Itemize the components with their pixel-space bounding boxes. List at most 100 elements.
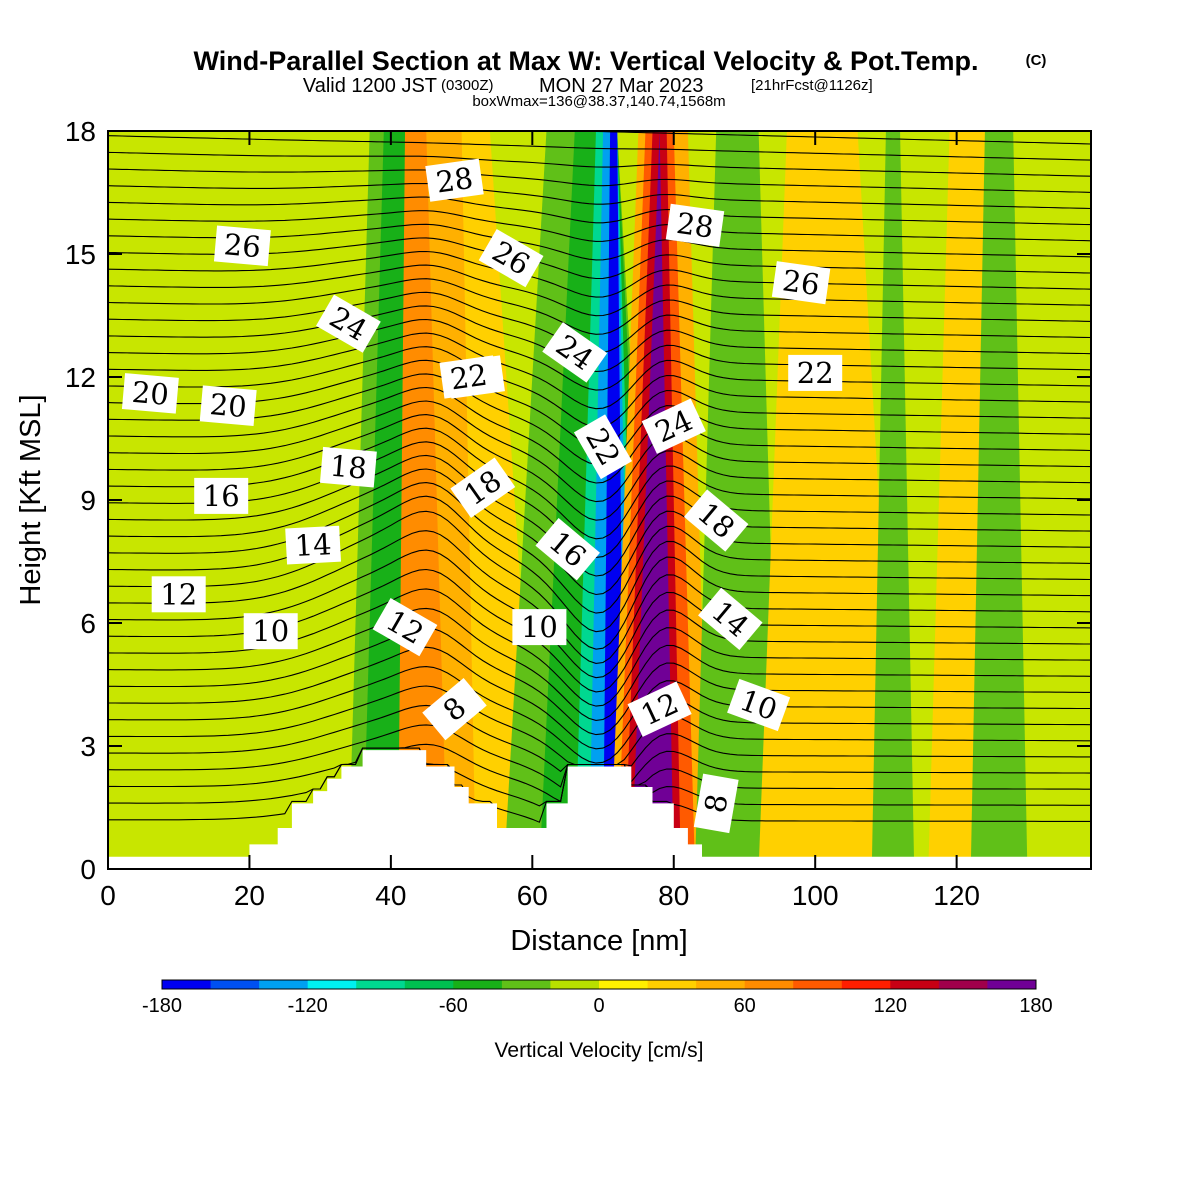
contour-label-text-14: 22 [448,358,489,397]
theta-contour-29 [108,305,1091,373]
contour-label-9: 12 [151,576,206,613]
contour-label-text-5: 20 [208,387,248,424]
contour-label-17: 22 [573,414,633,480]
colorbar-swatch-4 [356,980,406,989]
colorbar-frame [161,979,1037,990]
theta-contour-37 [108,196,1091,226]
contour-label-text-6: 18 [329,449,369,486]
theta-contour-16 [108,482,1091,614]
x-axis: 0 20 40 60 80 100 120 [100,131,980,911]
colorbar-label: Vertical Velocity [cm/s] [495,1039,704,1062]
theta-contour-36 [108,210,1091,242]
theta-contour-28 [108,318,1091,391]
colorbar: -180 -120 -60 0 60 120 180 [142,979,1053,1017]
contour-label-text-22: 26 [780,263,821,302]
box-wmax-text: boxWmax=136@38.37,140.74,1568m [472,93,725,110]
theta-contour-33 [108,250,1091,298]
contour-label-text-19: 10 [521,610,558,644]
velocity-band-16 [871,131,915,869]
theta-contour-34 [108,237,1091,280]
valid-utc: (0300Z) [441,77,494,94]
colorbar-tick-label-6: 180 [1019,995,1052,1017]
y-axis: 0 3 6 9 12 15 18 [65,116,1091,885]
colorbar-swatch-8 [550,980,600,989]
contour-label-text-4: 20 [131,375,171,412]
colorbar-swatch-14 [841,980,891,989]
contour-label-7: 16 [194,477,249,514]
colorbar-tick-label-3: 0 [593,995,604,1017]
theta-contour-6 [108,666,1091,764]
forecast-tag: [21hrFcst@1126z] [751,77,873,94]
y-tick-label-3: 9 [80,485,96,516]
theta-contour-5 [108,685,1091,766]
colorbar-swatch-11 [696,980,746,989]
contour-label-text-24: 22 [797,356,834,390]
colorbar-swatch-10 [647,980,697,989]
colorbar-swatch-3 [307,980,357,989]
contour-label-22: 26 [771,261,831,305]
theta-contour-35 [108,223,1091,261]
colorbar-tick-label-2: -60 [439,995,468,1017]
theta-contour-31 [108,278,1091,335]
plot-area: 2826242220201816141210128262218242216101… [108,131,1091,869]
theta-contour-14 [108,510,1091,650]
y-tick-label-4: 12 [65,362,96,393]
theta-contour-22 [108,400,1091,503]
colorbar-swatch-5 [404,980,454,989]
y-axis-label: Height [Kft MSL] [15,394,47,605]
valid-time-line: Valid 1200 JST (0300Z) MON 27 Mar 2023 [… [303,75,873,97]
theta-contour-15 [108,495,1091,633]
theta-contour-20 [108,427,1091,540]
theta-contour-8 [108,627,1091,736]
theta-contour-40 [108,151,1091,177]
contour-label-5: 20 [199,385,257,426]
contour-label-24: 22 [788,354,843,391]
x-tick-label-2: 40 [375,880,406,911]
contour-label-21: 28 [665,203,725,247]
x-tick-label-3: 60 [517,880,548,911]
y-tick-label-0: 0 [80,854,96,885]
contour-label-19: 10 [512,609,567,646]
x-tick-label-5: 100 [792,880,839,911]
colorbar-swatch-16 [938,980,988,989]
y-tick-label-5: 15 [65,239,96,270]
valid-prefix: Valid 1200 JST [303,75,437,97]
contour-label-14: 22 [439,355,498,399]
contour-label-text-7: 16 [203,479,240,513]
valid-date: MON 27 Mar 2023 [539,75,704,97]
theta-contour-23 [108,386,1091,484]
y-tick-label-6: 18 [65,116,96,147]
colorbar-tick-label-0: -180 [142,995,182,1017]
theta-contour-32 [108,264,1091,317]
theta-contour-7 [108,646,1091,750]
y-tick-label-1: 3 [80,731,96,762]
theta-contour-13 [108,530,1091,664]
colorbar-swatch-0 [162,980,212,989]
contour-label-text-10: 10 [252,614,289,648]
x-tick-label-6: 120 [933,880,980,911]
terrain [108,750,1091,869]
potential-temperature-contours [108,131,1091,823]
theta-contour-38 [108,182,1091,210]
colorbar-swatch-1 [210,980,260,989]
contour-label-28: 8 [693,773,739,834]
x-tick-label-4: 80 [658,880,689,911]
colorbar-tick-label-1: -120 [288,995,328,1017]
colorbar-swatch-6 [453,980,503,989]
contour-label-text-21: 28 [674,206,715,245]
contour-label-6: 18 [319,446,377,488]
colorbar-tick-label-4: 60 [734,995,756,1017]
colorbar-tick-label-5: 120 [874,995,907,1017]
copyright-mark: (C) [1026,52,1047,69]
colorbar-swatch-13 [793,980,843,989]
terrain-mask [108,750,1091,869]
theta-contour-12 [108,549,1091,679]
colorbar-swatch-2 [259,980,309,989]
theta-contour-18 [108,454,1091,577]
velocity-band-18 [970,131,1028,869]
velocity-band-4 [397,131,448,869]
theta-contour-9 [108,607,1091,721]
y-tick-label-2: 6 [80,608,96,639]
contour-label-1: 26 [213,225,271,267]
theta-contour-39 [108,168,1091,193]
